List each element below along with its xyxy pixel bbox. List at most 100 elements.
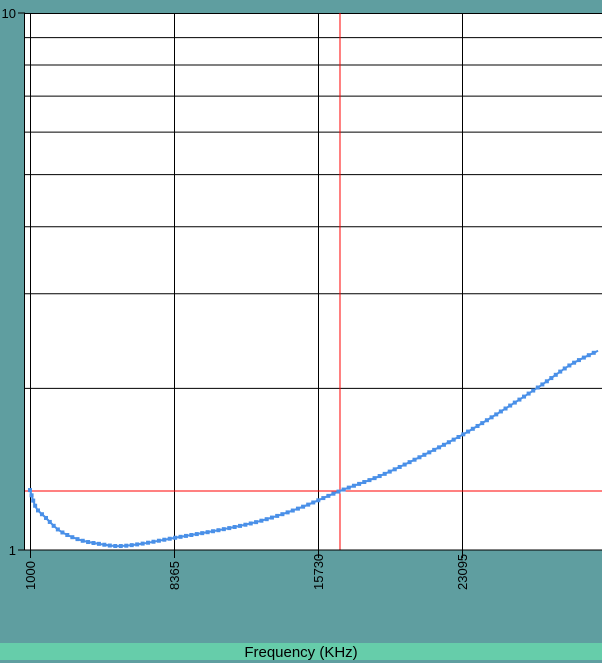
- series-marker: [513, 401, 517, 405]
- series-marker: [337, 490, 341, 494]
- x-tick-label: 8365: [167, 561, 182, 590]
- series-marker: [545, 379, 549, 383]
- series-marker: [347, 486, 351, 490]
- series-marker: [75, 537, 79, 541]
- series-marker: [582, 356, 586, 360]
- series-marker: [141, 542, 145, 546]
- series-marker: [540, 382, 544, 386]
- series-marker: [490, 415, 494, 419]
- series-marker: [259, 519, 263, 523]
- series-marker: [357, 482, 361, 486]
- series-marker: [432, 448, 436, 452]
- series-marker: [499, 409, 503, 413]
- series-marker: [86, 540, 90, 544]
- series-marker: [265, 517, 269, 521]
- series-marker: [97, 542, 101, 546]
- x-axis-label: Frequency (KHz): [0, 643, 602, 663]
- series-marker: [189, 533, 193, 537]
- series-marker: [56, 527, 60, 531]
- series-marker: [306, 503, 310, 507]
- series-marker: [206, 530, 210, 534]
- series-marker: [108, 544, 112, 548]
- series-marker: [527, 392, 531, 396]
- series-marker: [326, 494, 330, 498]
- series-marker: [36, 508, 40, 512]
- series-marker: [362, 480, 366, 484]
- series-marker: [173, 536, 177, 540]
- series-marker: [81, 539, 85, 543]
- series-marker: [48, 520, 52, 524]
- series-marker: [65, 533, 69, 537]
- series-marker: [130, 543, 134, 547]
- series-marker: [427, 450, 431, 454]
- series-marker: [222, 527, 226, 531]
- y-tick-label: 1: [9, 543, 16, 558]
- x-tick-label: 23095: [455, 554, 470, 590]
- series-marker: [151, 540, 155, 544]
- series-marker: [291, 509, 295, 513]
- series-marker: [587, 353, 591, 357]
- series-marker: [184, 534, 188, 538]
- y-tick-label: 10: [2, 6, 16, 21]
- series-marker: [270, 516, 274, 520]
- series-marker: [216, 528, 220, 532]
- series-marker: [60, 530, 64, 534]
- series-marker: [398, 465, 402, 469]
- series-marker: [567, 363, 571, 367]
- series-marker: [592, 351, 596, 355]
- series-marker: [249, 521, 253, 525]
- series-marker: [352, 484, 356, 488]
- series-marker: [40, 512, 44, 516]
- series-marker: [466, 430, 470, 434]
- series-marker: [195, 532, 199, 536]
- series-marker: [316, 498, 320, 502]
- series-marker: [296, 507, 300, 511]
- series-marker: [403, 463, 407, 467]
- series-marker: [227, 526, 231, 530]
- series-marker: [331, 492, 335, 496]
- x-axis-title-bar: Frequency (KHz): [0, 643, 602, 660]
- series-marker: [437, 445, 441, 449]
- x-tick-label: 1000: [23, 561, 38, 590]
- series-marker: [211, 529, 215, 533]
- series-marker: [275, 514, 279, 518]
- series-marker: [577, 358, 581, 362]
- series-marker: [367, 478, 371, 482]
- series-marker: [531, 389, 535, 393]
- series-marker: [457, 435, 461, 439]
- series-marker: [476, 424, 480, 428]
- series-marker: [162, 538, 166, 542]
- series-marker: [102, 543, 106, 547]
- x-tick-label: 15730: [311, 554, 326, 590]
- series-marker: [554, 373, 558, 377]
- series-marker: [447, 440, 451, 444]
- chart: 1000 8365 15730 23095 1 10: [0, 0, 602, 643]
- series-marker: [471, 427, 475, 431]
- series-marker: [342, 488, 346, 492]
- series-marker: [408, 460, 412, 464]
- series-marker: [113, 544, 117, 548]
- series-marker: [536, 386, 540, 390]
- series-marker: [572, 361, 576, 365]
- series-marker: [44, 516, 48, 520]
- series-marker: [200, 531, 204, 535]
- series-marker: [33, 504, 37, 508]
- series-marker: [286, 510, 290, 514]
- series-marker: [52, 524, 56, 528]
- series-marker: [383, 472, 387, 476]
- series-marker: [413, 458, 417, 462]
- series-marker: [480, 421, 484, 425]
- series-marker: [563, 366, 567, 370]
- series-marker: [485, 418, 489, 422]
- series-marker: [254, 520, 258, 524]
- plot-area[interactable]: [25, 13, 602, 550]
- series-marker: [422, 453, 426, 457]
- series-marker: [373, 476, 377, 480]
- series-marker: [30, 493, 34, 497]
- series-marker: [168, 537, 172, 541]
- series-marker: [280, 512, 284, 516]
- series-marker: [238, 524, 242, 528]
- series-marker: [179, 535, 183, 539]
- series-marker: [452, 438, 456, 442]
- series-marker: [517, 398, 521, 402]
